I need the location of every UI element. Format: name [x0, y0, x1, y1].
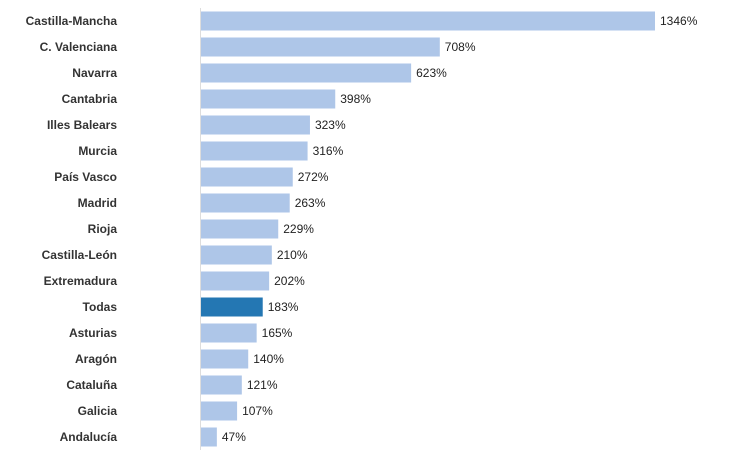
bar	[201, 11, 655, 31]
value-label: 202%	[274, 274, 305, 288]
category-label: Navarra	[72, 66, 117, 80]
bar	[201, 349, 249, 369]
bar	[201, 219, 279, 239]
value-label: 263%	[295, 196, 326, 210]
value-label: 229%	[283, 222, 314, 236]
bar	[201, 297, 263, 317]
bar	[201, 63, 412, 83]
bar	[201, 323, 257, 343]
bar	[201, 193, 290, 213]
category-label: Asturias	[69, 326, 117, 340]
category-label: Rioja	[88, 222, 118, 236]
bar	[201, 401, 238, 421]
bar	[201, 245, 272, 265]
value-label: 708%	[445, 40, 476, 54]
bar	[201, 427, 217, 447]
category-label: Todas	[83, 300, 118, 314]
bar	[201, 375, 242, 395]
value-label: 47%	[222, 430, 246, 444]
category-label: Cataluña	[66, 378, 117, 392]
bar	[201, 37, 440, 57]
category-label: Cantabria	[62, 92, 118, 106]
bar	[201, 167, 293, 187]
category-label: País Vasco	[54, 170, 117, 184]
bar	[201, 271, 270, 291]
value-label: 623%	[416, 66, 447, 80]
value-label: 107%	[242, 404, 273, 418]
value-label: 398%	[340, 92, 371, 106]
category-label: Aragón	[75, 352, 117, 366]
bar	[201, 141, 308, 161]
category-label: C. Valenciana	[40, 40, 118, 54]
category-label: Castilla-Mancha	[26, 14, 118, 28]
category-label: Galicia	[78, 404, 118, 418]
category-label: Illes Balears	[47, 118, 117, 132]
bar	[201, 89, 336, 109]
category-label: Extremadura	[44, 274, 118, 288]
value-label: 316%	[313, 144, 344, 158]
value-label: 140%	[253, 352, 284, 366]
value-label: 121%	[247, 378, 278, 392]
bar	[201, 115, 310, 135]
category-label: Murcia	[78, 144, 117, 158]
value-label: 272%	[298, 170, 329, 184]
category-label: Andalucía	[60, 430, 118, 444]
value-label: 323%	[315, 118, 346, 132]
value-label: 183%	[268, 300, 299, 314]
category-label: Madrid	[78, 196, 117, 210]
value-label: 1346%	[660, 14, 698, 28]
category-label: Castilla-León	[42, 248, 117, 262]
value-label: 210%	[277, 248, 308, 262]
value-label: 165%	[262, 326, 293, 340]
